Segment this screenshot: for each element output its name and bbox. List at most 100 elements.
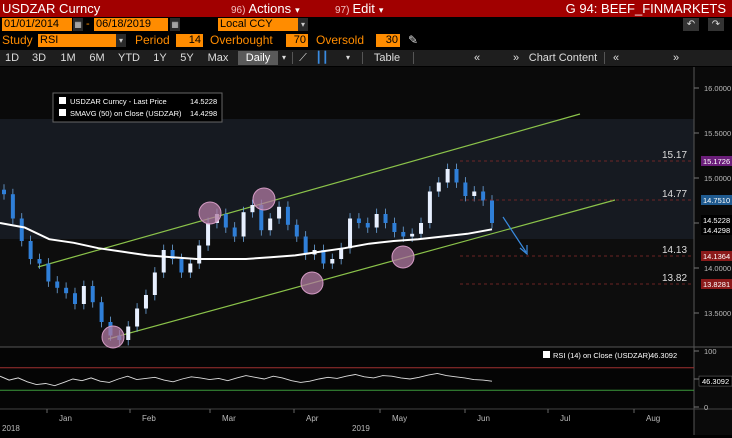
range-5y[interactable]: 5Y — [180, 52, 194, 64]
rsi-y-tick-label: 100 — [704, 347, 717, 356]
candle-body — [356, 218, 361, 223]
period-input[interactable]: 14 — [176, 34, 203, 47]
candle-body — [152, 272, 157, 295]
candle-icon[interactable]: ┃┃ — [315, 52, 329, 64]
candle-body — [339, 248, 344, 259]
currency-select[interactable]: Local CCY — [218, 18, 298, 31]
ticker-title: USDZAR Curncy — [2, 0, 105, 17]
chart-toolbar: 1D 3D 1M 6M YTD 1Y 5Y Max Daily ▾ ⟋ ┃┃ ▾… — [0, 50, 732, 66]
candle-body — [463, 182, 468, 196]
chart-legend: USDZAR Curncy - Last Price 14.5228 SMAVG… — [52, 92, 223, 123]
chart-canvas[interactable]: 16.000015.500015.000014.500014.000013.50… — [0, 67, 732, 435]
overbought-input[interactable]: 70 — [286, 34, 308, 47]
candle-body — [419, 223, 424, 234]
range-3d[interactable]: 3D — [31, 52, 47, 64]
period-label: Period — [135, 33, 170, 47]
price-chart[interactable]: 16.000015.500015.000014.500014.000013.50… — [0, 67, 732, 435]
edit-menu[interactable]: 97) Edit ▾ — [335, 1, 384, 16]
candle-body — [445, 169, 450, 183]
calendar-icon[interactable]: ▦ — [73, 18, 83, 31]
oversold-input[interactable]: 30 — [376, 34, 400, 47]
candle-body — [55, 281, 60, 288]
line-chart-icon[interactable]: ⟋ — [299, 52, 307, 64]
candle-body — [64, 287, 69, 294]
actions-menu[interactable]: 96) Actions ▾ — [231, 1, 300, 16]
x-tick-label: Feb — [142, 414, 156, 423]
x-tick-label: Mar — [222, 414, 236, 423]
candle-body — [241, 212, 246, 237]
touch-point-marker — [198, 201, 222, 225]
x-tick-label: May — [392, 414, 407, 423]
candle-body — [285, 206, 290, 225]
touch-point-marker — [252, 187, 276, 211]
candle-body — [179, 259, 184, 273]
rsi-line — [0, 372, 493, 387]
price-tag — [701, 279, 732, 289]
range-ytd[interactable]: YTD — [118, 52, 140, 64]
rsi-y-tick-label: 0 — [704, 403, 708, 412]
candle-body — [188, 263, 193, 273]
x-tick-label: Jun — [477, 414, 490, 423]
range-1y[interactable]: 1Y — [153, 52, 167, 64]
table-button[interactable]: Table — [373, 52, 401, 64]
collapse-icon[interactable]: « — [473, 52, 481, 64]
year-label: 2018 — [2, 424, 20, 433]
chevron-down-icon[interactable]: ▾ — [281, 53, 286, 62]
expand-icon[interactable]: » — [512, 52, 520, 64]
candle-body — [197, 245, 202, 264]
candle-body — [135, 308, 140, 327]
chart-content-button[interactable]: Chart Content — [528, 52, 598, 64]
date-range-row: 01/01/2014 ▦ - 06/18/2019 ▦ Local CCY ▾ … — [0, 17, 732, 33]
sma-line — [0, 222, 493, 260]
range-1m[interactable]: 1M — [60, 52, 76, 64]
chevron-down-icon[interactable]: ▾ — [298, 18, 308, 31]
back-icon[interactable]: ↶ — [683, 18, 699, 31]
price-level-label: 14.13 — [662, 245, 687, 256]
legend-series-1: USDZAR Curncy - Last Price — [70, 97, 167, 106]
chevron-down-icon[interactable]: ▾ — [116, 34, 126, 47]
candle-body — [232, 227, 237, 237]
price-tag-label: 14.5228 — [703, 216, 730, 225]
candle-body — [10, 194, 15, 219]
candle-body — [268, 218, 273, 231]
projection-arrow — [502, 216, 528, 256]
candle-body — [348, 218, 353, 249]
rsi-price-tag — [698, 375, 732, 387]
price-tag — [701, 195, 732, 205]
end-date-field[interactable]: 06/18/2019 — [94, 18, 168, 31]
expand-icon[interactable]: » — [672, 52, 680, 64]
year-label: 2019 — [352, 424, 370, 433]
frequency-select[interactable]: Daily — [238, 51, 278, 65]
title-bar: USDZAR Curncy 96) Actions ▾ 97) Edit ▾ G 94:… — [0, 0, 732, 17]
candle-body — [37, 259, 42, 264]
oversold-label: Oversold — [316, 33, 365, 47]
candle-body — [223, 214, 228, 228]
price-tag-label: 13.8281 — [703, 280, 730, 289]
range-6m[interactable]: 6M — [89, 52, 105, 64]
candle-body — [19, 218, 24, 241]
y-tick-label: 13.5000 — [704, 309, 731, 318]
price-tag-label: 15.1726 — [703, 157, 730, 166]
candle-body — [46, 263, 51, 282]
pencil-icon[interactable]: ✎ — [408, 33, 419, 47]
price-tag-label: 14.7510 — [703, 196, 730, 205]
channel-lower-line — [107, 199, 616, 340]
collapse-icon[interactable]: « — [612, 52, 620, 64]
candle-body — [143, 295, 148, 309]
chevron-down-icon[interactable]: ▾ — [345, 53, 350, 62]
candle-body — [365, 223, 370, 228]
candle-body — [392, 223, 397, 232]
forward-icon[interactable]: ↷ — [708, 18, 724, 31]
calendar-icon[interactable]: ▦ — [170, 18, 180, 31]
candle-body — [170, 250, 175, 259]
start-date-field[interactable]: 01/01/2014 — [2, 18, 72, 31]
candle-body — [277, 206, 282, 219]
candle-body — [90, 286, 95, 303]
candle-body — [250, 205, 255, 213]
range-1d[interactable]: 1D — [4, 52, 20, 64]
study-select[interactable]: RSI — [38, 34, 118, 47]
candle-body — [294, 224, 299, 237]
legend-value-1: 14.5228 — [190, 97, 217, 106]
range-max[interactable]: Max — [207, 52, 229, 64]
candle-body — [2, 189, 6, 195]
